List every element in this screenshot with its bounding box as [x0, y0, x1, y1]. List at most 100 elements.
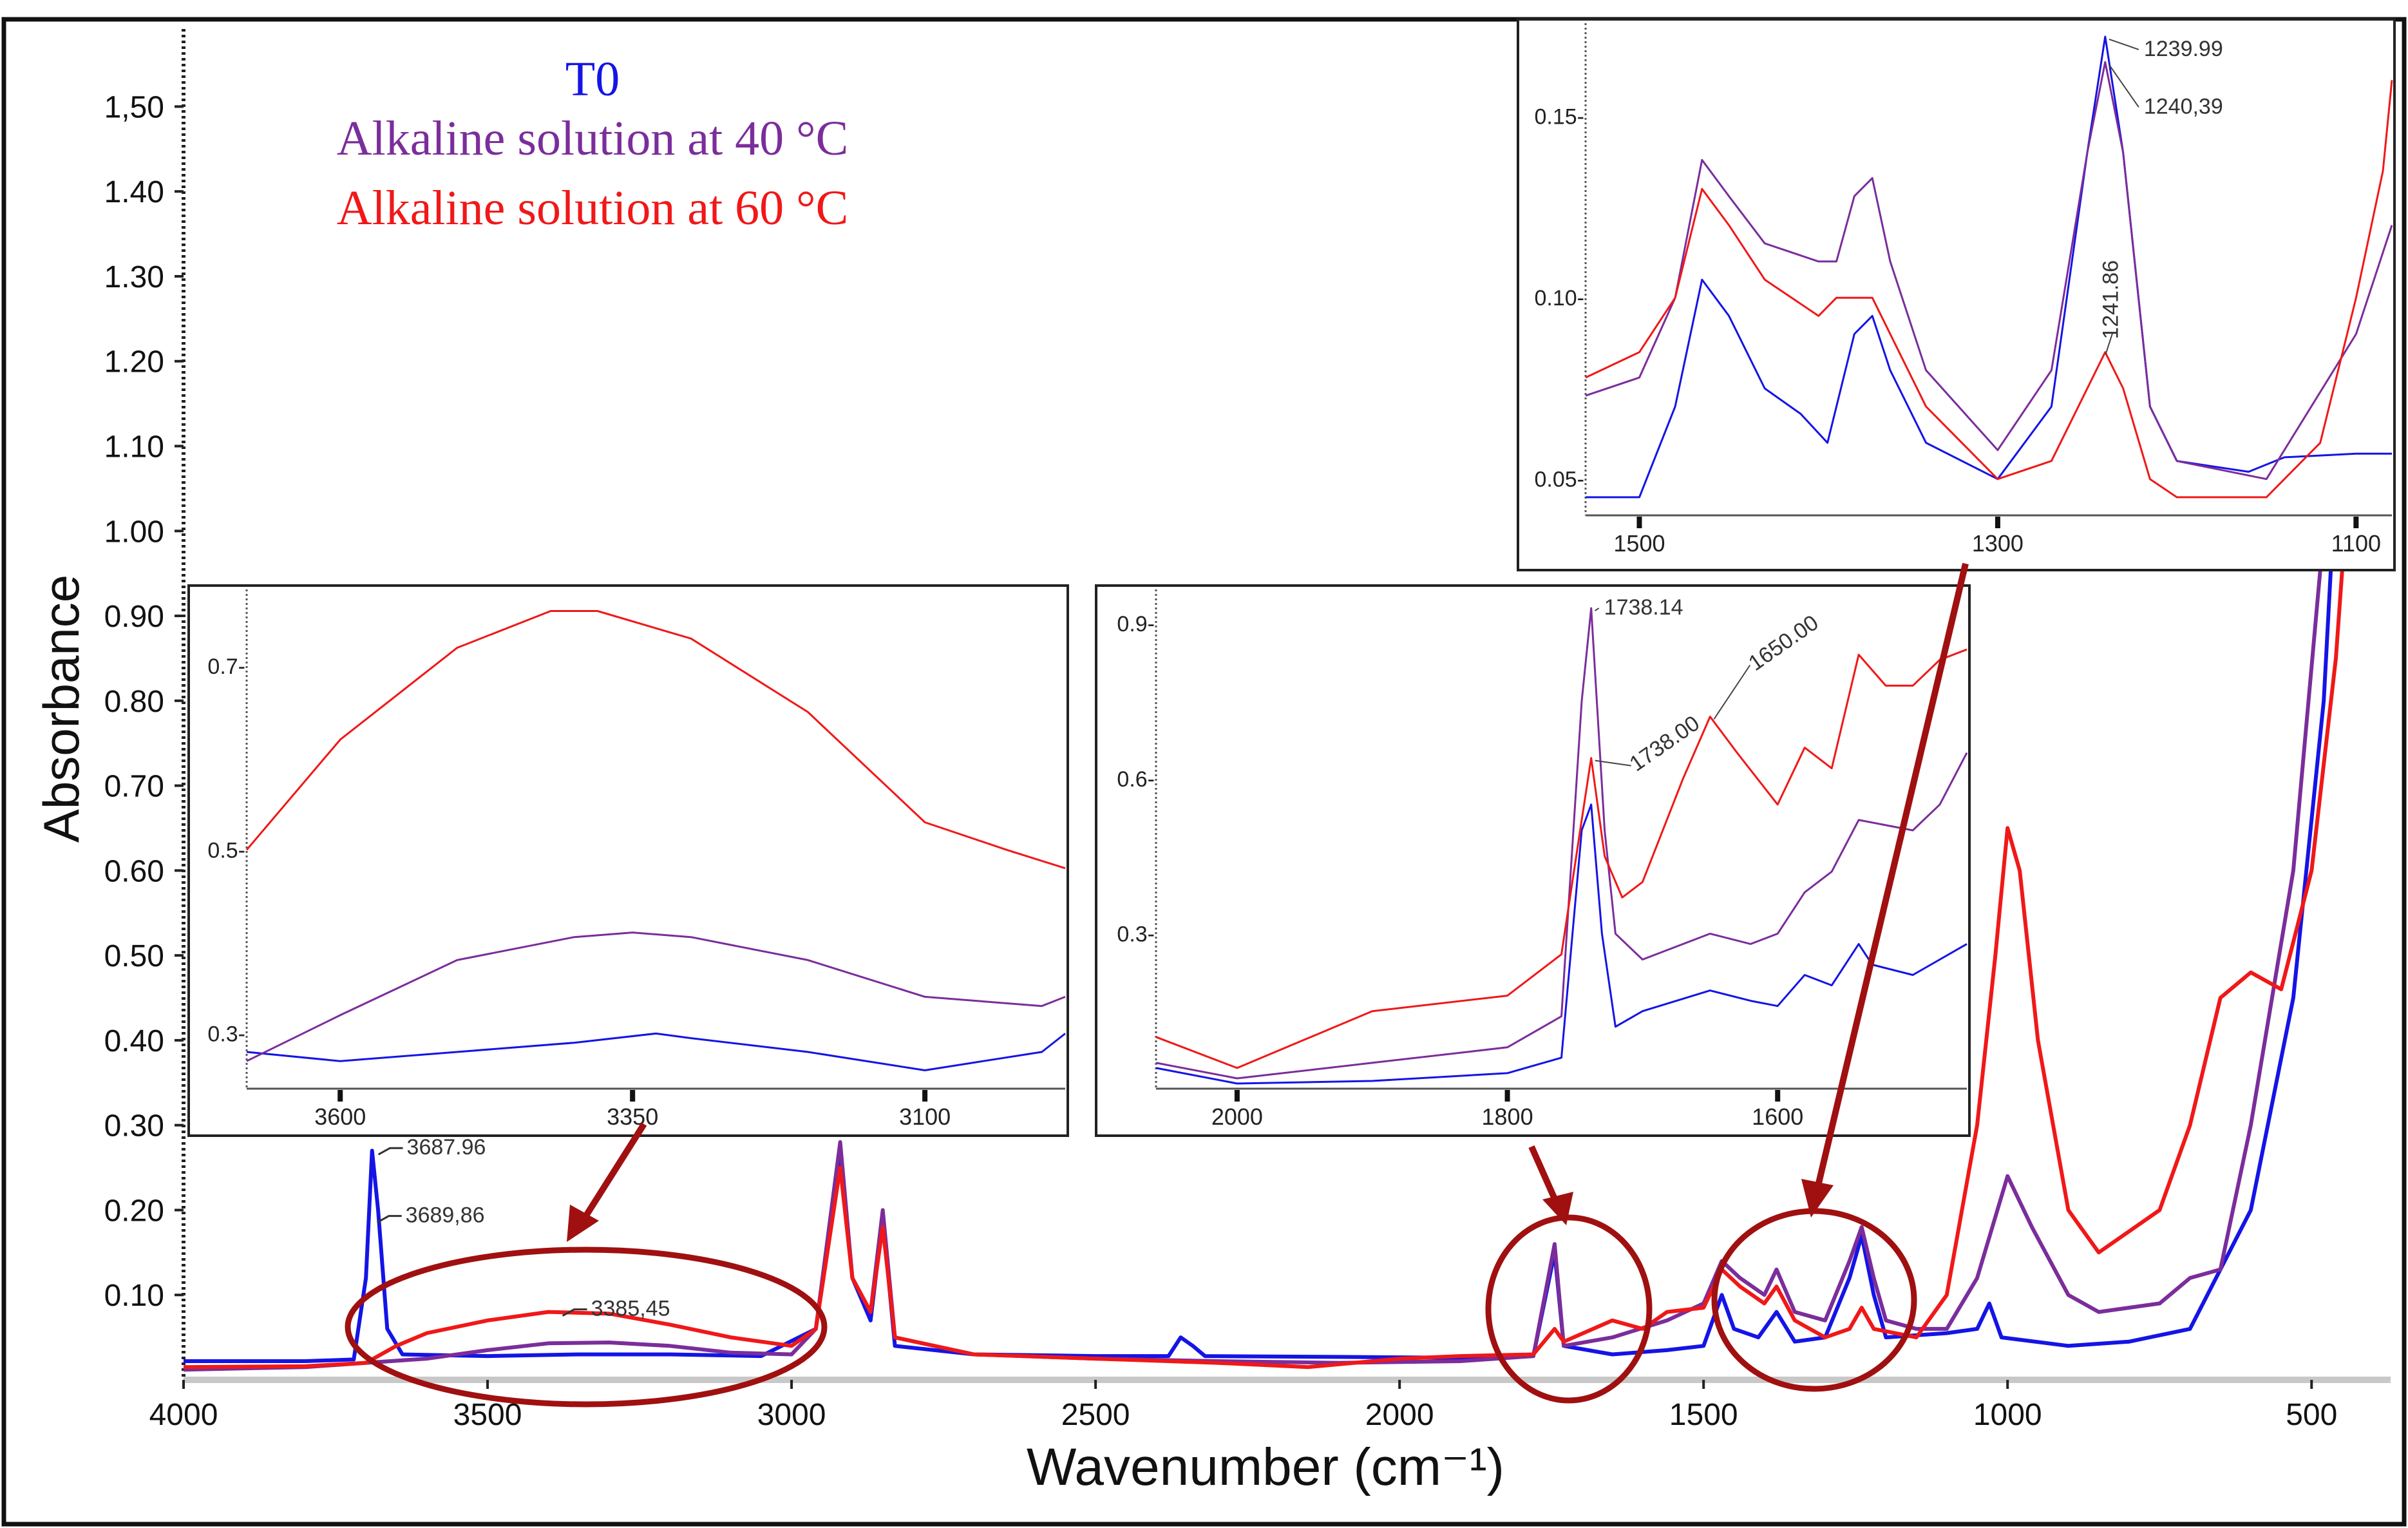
inset-fingerprint-region: 1500 1300 1100 0.05- 0.10- 0.15- 1239.99 1240,3… — [1517, 18, 2396, 571]
inset-x-tick-label: 3600 — [314, 1103, 366, 1130]
inset-x-tick-mark — [2353, 517, 2359, 528]
inset-series-line-alkaline-solution-at-40-c — [1155, 607, 1968, 1080]
inset-y-tick-label: 0.5- — [207, 838, 245, 863]
inset-x-tick-label: 1300 — [1972, 530, 2024, 557]
callout-arrows — [567, 562, 1969, 1242]
inset-y-tick-label: 0.3- — [1117, 922, 1155, 946]
legend-entry-60c: Alkaline solution at 60 °C — [337, 181, 849, 235]
inset-x-tick-label: 3350 — [607, 1103, 658, 1130]
main-y-tick-label: 1.20 — [104, 345, 164, 379]
arrow-fingerprint-shaft — [1814, 562, 1969, 1190]
inset-x-tick-mark — [1504, 1090, 1510, 1102]
inset-frame — [1517, 18, 2396, 571]
inset-annotation-label: 1241.86 — [2098, 260, 2123, 339]
main-y-tick-label: 0.10 — [104, 1279, 164, 1313]
inset-x-tick-mark — [1636, 517, 1642, 528]
main-series — [183, 38, 2375, 1372]
main-y-tick-label: 0.70 — [104, 770, 164, 804]
legend-entry-40c: Alkaline solution at 40 °C — [337, 111, 849, 166]
inset-series-line-alkaline-solution-at-60-c — [1585, 80, 2393, 499]
main-y-tick-label: 1,50 — [104, 90, 164, 124]
main-y-tick-label: 1.30 — [104, 260, 164, 294]
inset-y-tick-label: 0.9- — [1117, 612, 1155, 636]
main-x-tick-label: 3500 — [453, 1398, 522, 1432]
main-y-tick-label: 1.40 — [104, 175, 164, 209]
arrow-carbonyl-head — [1542, 1192, 1573, 1225]
arrow-oh-shaft — [580, 1122, 647, 1223]
inset-annotation-leader — [2105, 332, 2114, 355]
inset-x-tick-mark — [337, 1090, 343, 1102]
main-y-tick-label: 0.40 — [104, 1024, 164, 1058]
main-y-tick-label: 0.50 — [104, 939, 164, 973]
inset-y-tick-label: 0.3- — [207, 1022, 245, 1046]
inset-frame — [187, 584, 1069, 1137]
inset-annotation-leader — [2109, 38, 2139, 50]
inset-x-tick-label: 1800 — [1482, 1103, 1533, 1130]
main-annotation-leader — [562, 1308, 587, 1317]
inset-annotation-leader — [1713, 664, 1751, 720]
inset-x-tick-mark — [1995, 517, 2000, 528]
inset-annotation-leader — [1595, 607, 1600, 611]
main-y-tick-label: 1.10 — [104, 430, 164, 464]
inset-y-tick-label: 0.7- — [207, 654, 245, 679]
main-plot: 4000 3500 3000 2500 2000 1500 1000 500 0.10 0.20… — [33, 29, 2391, 1496]
arrow-oh-head — [567, 1205, 599, 1242]
inset-series-line-alkaline-solution-at-40-c — [246, 931, 1066, 1062]
inset-x-tick-mark — [922, 1090, 928, 1102]
inset-oh-region: 3600 3350 3100 0.3- 0.5- 0.7- — [187, 584, 1069, 1137]
arrow-carbonyl-shaft — [1528, 1145, 1560, 1207]
inset-annotation-leader — [2109, 64, 2139, 108]
inset-x-tick-mark — [1775, 1090, 1781, 1102]
inset-x-tick-label: 1600 — [1752, 1103, 1803, 1130]
main-y-tick-label: 0.80 — [104, 685, 164, 719]
inset-annotation-leader — [1595, 759, 1631, 767]
main-annotation-leader — [376, 1215, 402, 1223]
main-x-tick-label: 2000 — [1365, 1398, 1434, 1432]
main-y-tick-label: 0.30 — [104, 1109, 164, 1143]
inset-x-tick-label: 3100 — [899, 1103, 951, 1130]
main-series-line-alkaline-solution-at-40-c — [183, 106, 2362, 1372]
inset-annotation-label: 1738.14 — [1604, 595, 1683, 620]
main-annotations: 3687.96 3689,86 3385,45 — [376, 1135, 670, 1321]
main-annotation-label: 3689,86 — [406, 1203, 485, 1228]
main-annotation-leader — [377, 1147, 403, 1156]
main-x-tick-label: 4000 — [149, 1398, 218, 1432]
inset-series-line-alkaline-solution-at-40-c — [1585, 61, 2393, 481]
inset-y-tick-label: 0.10- — [1535, 286, 1585, 310]
main-y-tick-label: 0.60 — [104, 854, 164, 888]
main-annotation-label: 3385,45 — [591, 1297, 670, 1321]
main-y-ticks: 0.10 0.20 0.30 0.40 0.50 0.60 0.70 0.80 0.90 1.00… — [104, 90, 184, 1313]
highlight-ellipse-oh — [345, 1246, 828, 1408]
main-y-tick-label: 0.20 — [104, 1194, 164, 1228]
legend-entry-t0: T0 — [565, 52, 620, 106]
inset-series-line-alkaline-solution-at-60-c — [1155, 648, 1967, 1069]
inset-series-line-alkaline-solution-at-60-c — [245, 610, 1066, 870]
inset-x-tick-mark — [630, 1090, 636, 1102]
inset-annotation-label: 1239.99 — [2144, 37, 2223, 61]
highlight-markers — [345, 1208, 1917, 1408]
inset-x-tick-mark — [1234, 1090, 1240, 1102]
x-axis-label: Wavenumber (cm⁻¹) — [1027, 1438, 1504, 1496]
inset-x-tick-label: 2000 — [1211, 1103, 1263, 1130]
inset-series-line-t0 — [246, 1032, 1066, 1071]
legend: T0 Alkaline solution at 40 °C Alkaline s… — [337, 52, 849, 235]
inset-x-tick-label: 1100 — [2331, 530, 2381, 557]
y-axis-label: Absorbance — [33, 575, 90, 843]
main-x-ticks: 4000 3500 3000 2500 2000 1500 1000 500 — [149, 1380, 2337, 1432]
main-y-tick-label: 0.90 — [104, 600, 164, 634]
inset-frame — [1095, 584, 1971, 1137]
main-y-tick-label: 1.00 — [104, 515, 164, 549]
main-x-tick-label: 2500 — [1061, 1398, 1130, 1432]
arrow-fingerprint-head — [1801, 1179, 1834, 1218]
main-x-tick-label: 500 — [2286, 1398, 2337, 1432]
main-x-tick-label: 1500 — [1669, 1398, 1738, 1432]
inset-y-tick-label: 0.6- — [1117, 767, 1155, 792]
main-x-tick-label: 1000 — [1973, 1398, 2042, 1432]
inset-series-line-t0 — [1586, 35, 2392, 499]
inset-x-tick-label: 1500 — [1613, 530, 1665, 557]
inset-carbonyl-region: 2000 1800 16000.3-0.6-0.9-1738.141738.0016… — [1095, 584, 1971, 1137]
inset-annotation-label: 1240,39 — [2144, 94, 2223, 119]
main-series-line-alkaline-solution-at-60-c — [183, 343, 2369, 1370]
inset-y-tick-label: 0.15- — [1535, 105, 1585, 129]
